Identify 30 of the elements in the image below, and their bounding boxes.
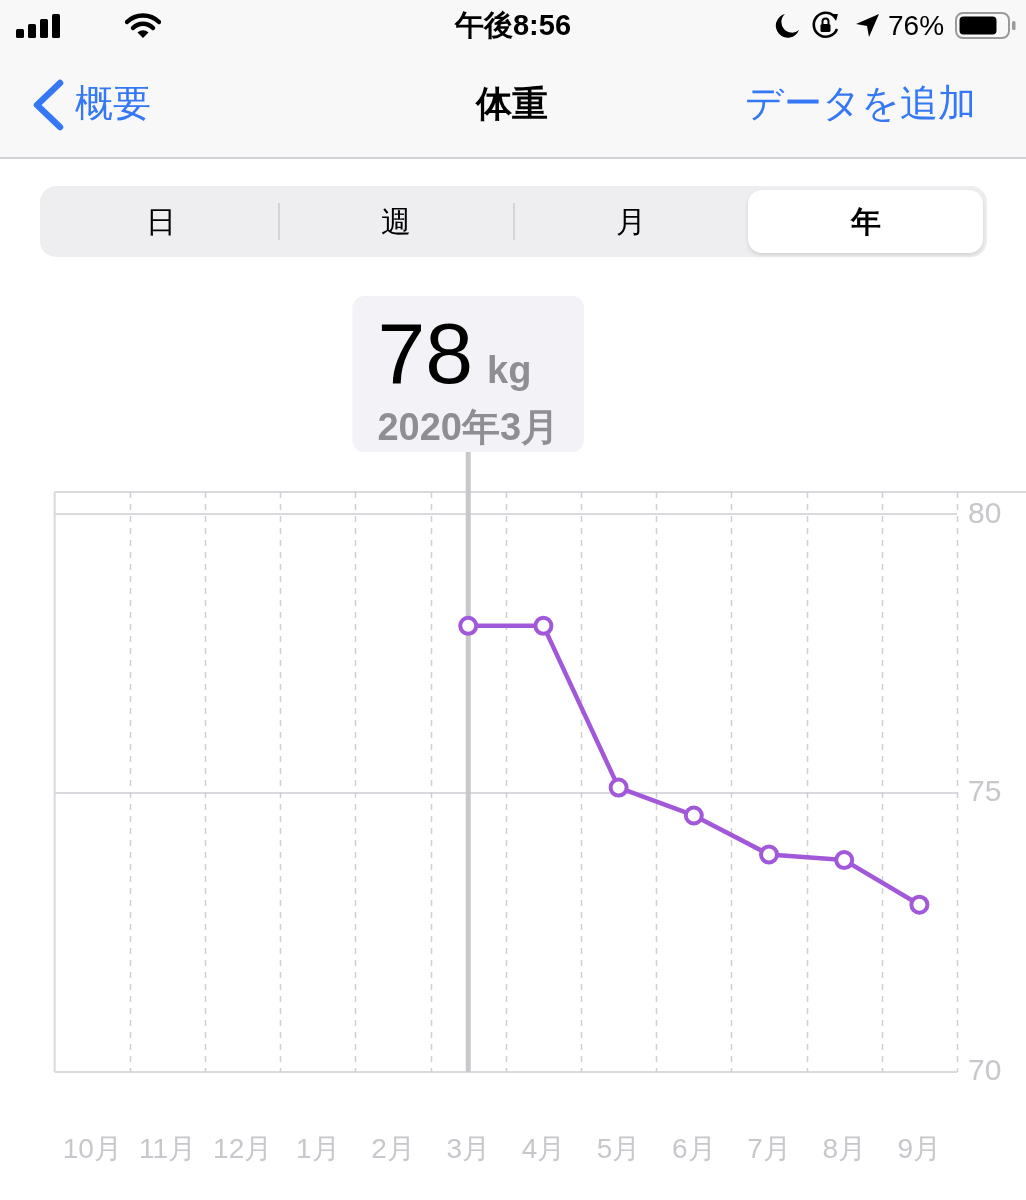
x-tick-label: 3月 — [446, 1132, 491, 1164]
point — [683, 805, 704, 826]
text: 76% — [888, 9, 945, 43]
point — [458, 615, 479, 636]
x-tick-label: 10月 — [62, 1132, 122, 1164]
x-tick-label: 5月 — [596, 1132, 641, 1164]
point — [608, 777, 629, 798]
x-tick-label: 8月 — [822, 1132, 866, 1164]
point — [834, 850, 855, 871]
x-tick-label: 4月 — [521, 1132, 566, 1164]
x-tick-label: 7月 — [747, 1132, 791, 1164]
y-tick-label: 75 — [968, 774, 1002, 808]
chart-title: 体重 — [476, 83, 548, 125]
text: データを追加 — [745, 82, 976, 126]
x-tick-label: 11月 — [138, 1132, 196, 1164]
point — [909, 894, 930, 915]
text: 午後8:56 — [454, 9, 572, 43]
x-tick-label: 6月 — [672, 1132, 716, 1164]
x-tick-label: 1月 — [296, 1132, 340, 1164]
text: 2020年3月 — [377, 406, 560, 448]
point — [759, 844, 780, 865]
x-tick-label: 12月 — [213, 1132, 273, 1164]
ref-line-label: 78 kg — [377, 305, 532, 401]
point — [533, 615, 554, 636]
segmented-control: 日 週 月 年 — [40, 186, 987, 257]
y-tick-label: 70 — [968, 1053, 1002, 1087]
x-tick-label: 2月 — [371, 1132, 415, 1164]
x-tick-label: 9月 — [897, 1132, 942, 1164]
text: 概要 — [75, 82, 151, 126]
y-tick-label: 80 — [968, 495, 1002, 529]
